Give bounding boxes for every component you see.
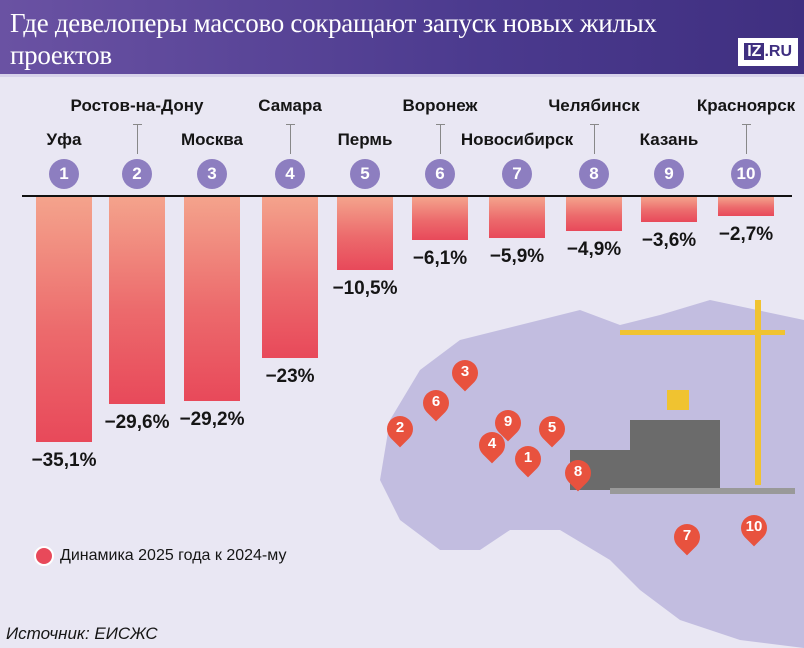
- leader-line: [742, 124, 751, 154]
- city-label: Самара: [258, 96, 322, 115]
- source-note: Источник: ЕИСЖС: [6, 624, 158, 643]
- rank-badge: 6: [425, 159, 455, 189]
- bar: [412, 197, 468, 240]
- city-label: Новосибирск: [460, 130, 574, 149]
- city-label: Казань: [639, 130, 699, 149]
- rank-badge: 8: [579, 159, 609, 189]
- rank-badge: 9: [654, 159, 684, 189]
- rank-badge: 2: [122, 159, 152, 189]
- map-pin-icon: 2: [381, 410, 419, 450]
- bar: [109, 197, 165, 404]
- map-pin-icon: 6: [417, 384, 455, 424]
- legend: Динамика 2025 года к 2024-му: [34, 546, 286, 566]
- bar: [489, 197, 545, 239]
- city-label: Пермь: [337, 130, 393, 149]
- value-label: −5,9%: [489, 246, 545, 268]
- bar: [36, 197, 92, 442]
- x-axis-baseline: [22, 195, 792, 197]
- bar: [337, 197, 393, 271]
- leader-line: [590, 124, 599, 154]
- leader-line: [286, 124, 295, 154]
- city-label: Ростов-на-Дону: [70, 96, 204, 115]
- bar: [566, 197, 622, 232]
- russia-map-illustration: [380, 300, 804, 648]
- rank-badge: 3: [197, 159, 227, 189]
- value-label: −2,7%: [718, 223, 774, 245]
- map-pin-icon: 1: [509, 440, 547, 480]
- map-pin-icon: 7: [668, 518, 706, 558]
- map-pin-icon: 10: [735, 509, 773, 549]
- value-label: −23%: [265, 365, 315, 387]
- rank-badge: 10: [731, 159, 761, 189]
- value-label: −35,1%: [31, 450, 97, 471]
- bar: [262, 197, 318, 358]
- map-pin-icon: 4: [473, 426, 511, 466]
- value-label: −29,2%: [179, 408, 245, 430]
- value-label: −6,1%: [412, 247, 468, 269]
- value-label: −4,9%: [566, 239, 622, 261]
- city-label: Уфа: [46, 130, 82, 149]
- leader-line: [436, 124, 445, 154]
- bar: [641, 197, 697, 223]
- bar: [718, 197, 774, 216]
- leader-line: [133, 124, 142, 154]
- city-label: Москва: [181, 130, 243, 149]
- bar: [184, 197, 240, 401]
- value-label: −3,6%: [641, 230, 697, 252]
- rank-badge: 5: [350, 159, 380, 189]
- iz-logo: IZ .RU: [738, 38, 798, 66]
- legend-swatch: [34, 546, 54, 566]
- crane-illustration: [570, 300, 795, 494]
- page-title: Где девелоперы массово сокращают запуск …: [10, 8, 657, 70]
- map-pin-icon: 5: [533, 410, 571, 450]
- header: Где девелоперы массово сокращают запуск …: [0, 0, 804, 77]
- legend-label: Динамика 2025 года к 2024-му: [60, 547, 287, 564]
- map-pin-icon: 8: [559, 454, 597, 494]
- value-label: −29,6%: [104, 411, 170, 433]
- city-label: Воронеж: [402, 96, 478, 115]
- city-label: Красноярск: [696, 96, 796, 115]
- rank-badge: 4: [275, 159, 305, 189]
- city-label: Челябинск: [548, 96, 640, 115]
- value-label: −10,5%: [332, 278, 398, 300]
- map-pin-icon: 3: [446, 354, 484, 394]
- map-pin-icon: 9: [489, 404, 527, 444]
- rank-badge: 7: [502, 159, 532, 189]
- rank-badge: 1: [49, 159, 79, 189]
